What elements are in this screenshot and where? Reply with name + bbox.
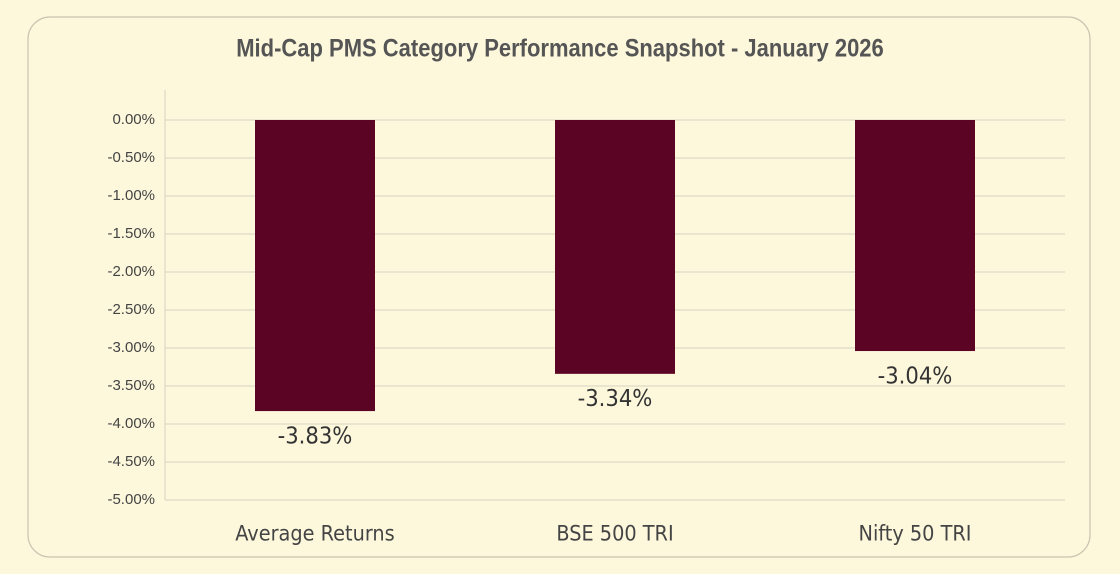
bar [555,120,675,374]
y-tick-label: -3.50% [107,377,155,394]
y-tick-label: 0.00% [112,111,155,128]
y-tick-label: -4.50% [107,453,155,470]
y-tick-label: -3.00% [107,339,155,356]
x-tick-label: BSE 500 TRI [556,521,673,546]
chart-title: Mid-Cap PMS Category Performance Snapsho… [236,34,884,62]
y-tick-label: -1.50% [107,225,155,242]
y-tick-label: -5.00% [107,491,155,508]
bar [855,120,975,352]
y-tick-label: -0.50% [107,149,155,166]
bar [255,120,375,412]
x-tick-label: Nifty 50 TRI [859,521,972,546]
data-label: -3.34% [578,385,653,412]
y-tick-label: -2.00% [107,263,155,280]
data-label: -3.04% [878,362,953,389]
data-label: -3.83% [278,423,353,450]
y-tick-label: -2.50% [107,301,155,318]
y-tick-label: -4.00% [107,415,155,432]
y-tick-label: -1.00% [107,187,155,204]
x-tick-label: Average Returns [235,521,394,546]
